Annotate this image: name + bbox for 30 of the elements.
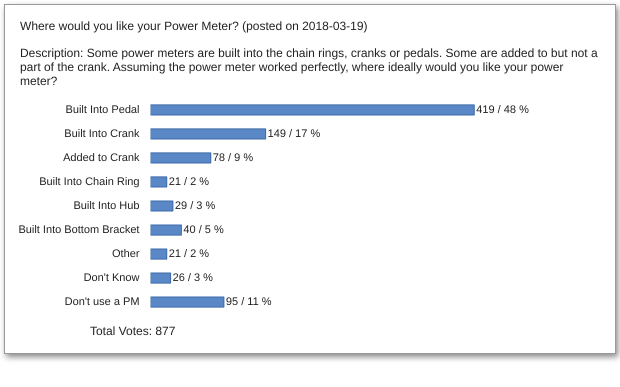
data-label: 29 / 3 % [174,200,216,212]
bar [150,248,168,260]
y-tick-label: Built Into Crank [64,128,140,140]
bar [150,152,212,164]
bar [150,224,182,236]
data-label: 26 / 3 % [172,272,214,284]
data-label: 95 / 11 % [226,296,272,308]
bar [150,104,475,116]
data-label: 149 / 17 % [268,128,320,140]
y-tick-label: Don't Know [84,272,140,284]
data-label: 40 / 5 % [183,224,224,236]
data-label: 21 / 2 % [168,248,210,260]
y-tick-label: Other [112,248,140,260]
chart-subtitle: Description: Some power meters are built into the chain rings, cranks or pedals. Some are added to but not a part of the crank. Assuming the power meter worked perfectly, where ideally would you like your power meter? [20,46,599,88]
bar [150,200,174,212]
bar [150,176,168,188]
chart-title: Where would you like your Power Meter? (posted on 2018-03-19) [20,18,368,35]
bar [150,128,266,140]
bar [150,296,224,308]
data-label: 419 / 48 % [476,104,530,116]
y-tick-label: Built Into Hub [73,200,140,212]
y-tick-label: Built Into Chain Ring [39,176,140,188]
text: Total Votes: 877 [90,323,176,340]
y-tick-label: Don't use a PM [64,296,140,308]
data-label: 78 / 9 % [212,152,254,164]
y-tick-label: Built Into Pedal [66,104,140,116]
y-tick-label: Built Into Bottom Bracket [18,224,140,236]
data-label: 21 / 2 % [168,176,210,188]
y-tick-label: Added to Crank [63,152,140,164]
bar [150,272,172,284]
